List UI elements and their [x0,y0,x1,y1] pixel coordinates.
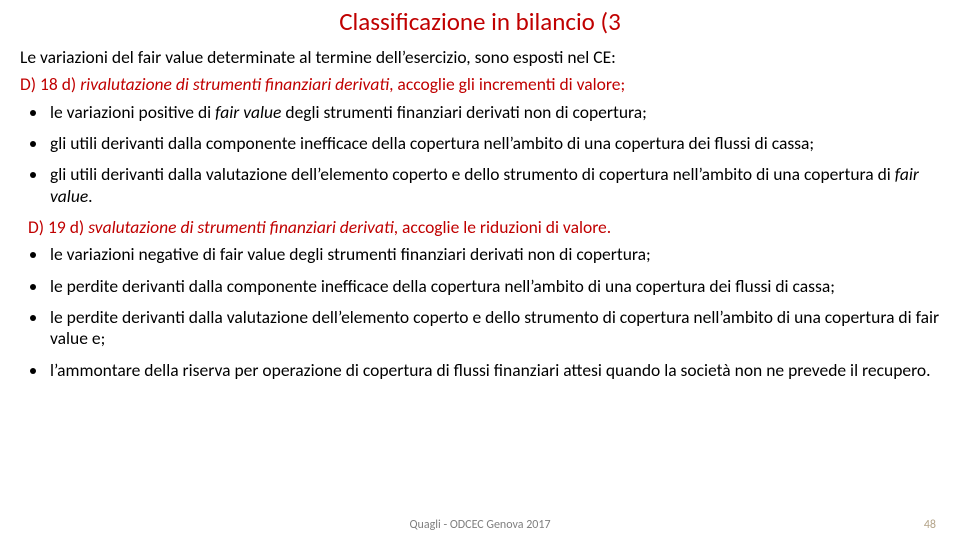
section-d19: D) 19 d) svalutazione di strumenti finan… [28,217,944,238]
list-item: le variazioni positive di fair value deg… [48,102,944,123]
footer-author: Quagli - ODCEC Genova 2017 [0,518,960,532]
b3c: . [88,185,92,207]
page-number: 48 [924,518,936,532]
b1b: fair value [215,101,281,123]
list-item: le perdite derivanti dalla valutazione d… [48,307,944,350]
intro-text: Le variazioni del fair value determinate… [20,47,944,68]
list-item: l’ammontare della riserva per operazione… [48,360,944,381]
bullets-group-2: le variazioni negative di fair value deg… [20,244,944,381]
list-item: gli utili derivanti dalla valutazione de… [48,164,944,207]
d18-italic: rivalutazione di strumenti finanziari de… [80,73,389,95]
list-item: gli utili derivanti dalla componente ine… [48,133,944,154]
bullets-group-1: le variazioni positive di fair value deg… [20,102,944,207]
d18-prefix: D) 18 d) [20,73,80,95]
d19-prefix: D) 19 d) [28,216,88,238]
list-item: le perdite derivanti dalla componente in… [48,276,944,297]
b3a: gli utili derivanti dalla valutazione de… [50,163,895,185]
d19-suffix: , accoglie le riduzioni di valore. [394,216,611,238]
d19-italic: svalutazione di strumenti finanziari der… [88,216,394,238]
list-item: le variazioni negative di fair value deg… [48,244,944,265]
b1c: degli strumenti finanziari derivati non … [281,101,646,123]
d18-suffix: , accoglie gli incrementi di valore; [389,73,625,95]
slide-title: Classificazione in bilancio (3 [0,0,960,41]
b1a: le variazioni positive di [50,101,215,123]
slide-content: Le variazioni del fair value determinate… [0,47,960,381]
section-d18: D) 18 d) rivalutazione di strumenti fina… [20,74,944,95]
